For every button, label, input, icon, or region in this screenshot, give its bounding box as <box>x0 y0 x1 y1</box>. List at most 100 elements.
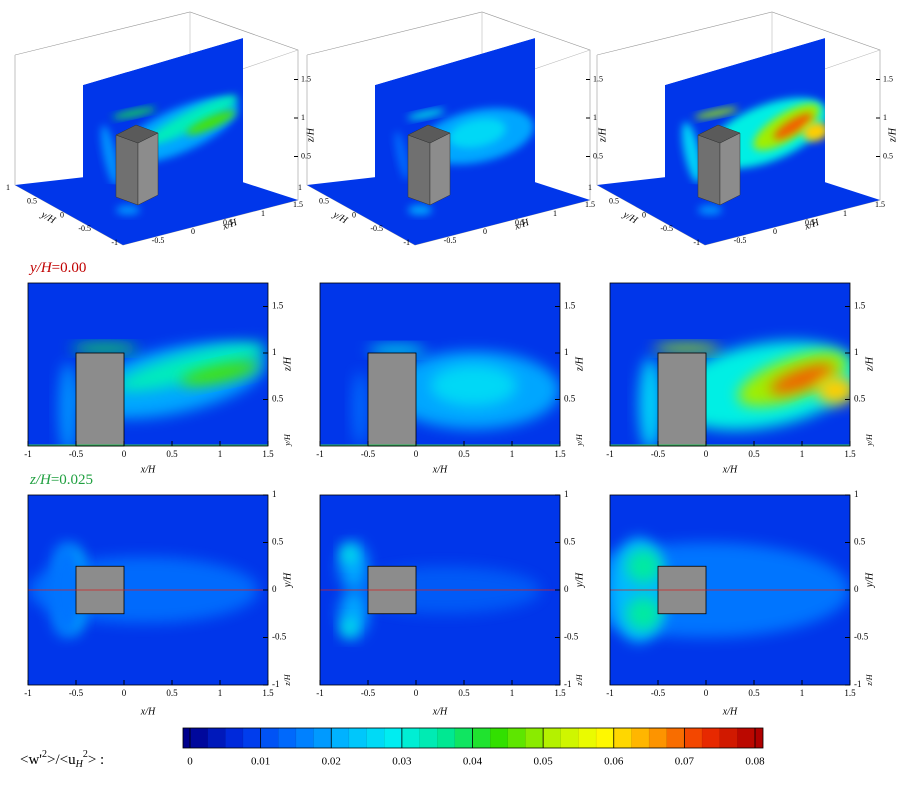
y-tick-label: -1 <box>693 238 700 247</box>
z-axis-label: z/H <box>283 673 292 686</box>
x-axis-label: x/H <box>220 217 239 233</box>
x-tick-label: 1.5 <box>554 688 566 698</box>
z-tick-label: 0.5 <box>854 394 866 404</box>
x-axis-label: x/H <box>432 464 448 475</box>
label-part: 2 <box>42 749 47 760</box>
y-axis-label: y/H <box>282 572 293 588</box>
z-tick-label: 1.5 <box>854 301 866 311</box>
z-tick-label: 1 <box>593 113 597 122</box>
contour-field <box>610 283 850 446</box>
z-tick-label: 0.5 <box>883 151 893 160</box>
colorbar-band <box>384 727 403 749</box>
colorbar-band <box>595 727 615 749</box>
x-tick-label: 1 <box>261 209 265 218</box>
row-label-value: =0.025 <box>51 472 93 488</box>
field-blob <box>100 125 119 187</box>
floor-blob <box>698 205 722 215</box>
colorbar-pad-left <box>183 728 190 748</box>
colorbar-band <box>260 727 279 749</box>
y-axis-label: y/H <box>865 433 874 447</box>
x-tick-label: 1 <box>553 209 557 218</box>
row-label-bottom: z/H=0.025 <box>29 472 93 488</box>
x-axis-label: x/H <box>140 706 156 717</box>
z-tick-label: 1 <box>854 347 859 357</box>
x-tick-label: 0.5 <box>223 218 233 227</box>
colorbar-tick-label: 0.04 <box>463 756 483 768</box>
colorbar-band <box>684 727 703 749</box>
x-tick-label: 1.5 <box>844 449 856 459</box>
y-axis-label: y/H <box>574 572 585 588</box>
colorbar-band <box>189 727 209 749</box>
field-blob <box>802 122 825 142</box>
colorbar-band <box>278 727 297 749</box>
colorbar-tick-label: 0.06 <box>604 756 624 768</box>
y-tick-label: 0 <box>272 584 277 594</box>
panel-frame <box>27 282 269 447</box>
y-tick-label: 1 <box>564 489 569 499</box>
x-tick-label: -1 <box>606 449 614 459</box>
colorbar-band <box>295 727 315 749</box>
y-tick-label: 0 <box>642 210 646 219</box>
x-axis-label: x/H <box>432 706 448 717</box>
label-part: > : <box>88 752 104 768</box>
building-side <box>429 132 451 206</box>
field-blob <box>180 361 260 386</box>
x-tick-label: 0.5 <box>458 688 470 698</box>
x-tick-label: 0.5 <box>515 218 525 227</box>
building <box>75 352 125 447</box>
y-axis-label: y/H <box>38 209 58 227</box>
field-blob <box>430 365 517 407</box>
field-blob <box>116 342 266 391</box>
y-tick-label: 0.5 <box>609 197 619 206</box>
z-tick-label: 1.5 <box>272 301 284 311</box>
x-tick-label: -0.5 <box>444 236 457 245</box>
y-tick-label: 1 <box>588 183 592 192</box>
wall-field <box>375 38 535 190</box>
colorbar-band <box>331 727 350 749</box>
field-blob <box>352 371 368 446</box>
z-axis-label: z/H <box>864 356 875 372</box>
y-tick-label: 0 <box>352 210 356 219</box>
colorbar-band <box>472 727 491 749</box>
x-tick-label: 0 <box>191 227 195 236</box>
x-tick-label: 0 <box>704 688 709 698</box>
x-tick-label: 0.5 <box>748 449 760 459</box>
z-tick-label: 1 <box>272 347 277 357</box>
x-tick-label: 0 <box>122 449 127 459</box>
z-axis-label: z/H <box>282 356 293 372</box>
view-3d: 0.5 1 1.5 z/H -0.5 0 0.5 1 1.5 x/H -1 -0.5 0 0.5 1 y/H <box>298 11 608 247</box>
x-tick-label: -0.5 <box>734 236 747 245</box>
colorbar-tick-label: 0 <box>187 756 193 768</box>
x-tick-label: 1 <box>218 449 223 459</box>
x-tick-label: -0.5 <box>651 688 666 698</box>
y-tick-label: 1 <box>272 489 277 499</box>
y-tick-label: 0.5 <box>27 197 37 206</box>
field-blob <box>112 107 157 119</box>
colorbar-band <box>401 727 421 749</box>
field-blob <box>816 376 850 405</box>
panel-frame <box>609 282 851 447</box>
x-tick-label: 1 <box>800 688 805 698</box>
wall-field <box>83 38 243 190</box>
x-tick-label: 0 <box>122 688 127 698</box>
y-tick-label: 0.5 <box>319 197 329 206</box>
x-tick-label: 1.5 <box>262 688 274 698</box>
x-tick-label: 0 <box>704 449 709 459</box>
x-tick-label: 1 <box>218 688 223 698</box>
y-tick-label: -1 <box>111 238 118 247</box>
x-tick-label: 1.5 <box>875 200 885 209</box>
x-tick-label: -1 <box>24 449 32 459</box>
label-part: H <box>75 759 84 770</box>
colorbar-band <box>313 727 332 749</box>
y-tick-label: 0.5 <box>854 537 866 547</box>
y-tick-label: -1 <box>403 238 410 247</box>
z-tick-label: 1.5 <box>564 301 576 311</box>
field-blob <box>145 95 238 145</box>
colorbar-band <box>507 727 527 749</box>
field-blob <box>58 362 78 446</box>
floor-blob <box>116 205 140 215</box>
x-tick-label: 0.5 <box>805 218 815 227</box>
building-top <box>115 124 159 144</box>
z-axis-label: z/H <box>574 356 585 372</box>
y-tick-label: -0.5 <box>78 224 91 233</box>
